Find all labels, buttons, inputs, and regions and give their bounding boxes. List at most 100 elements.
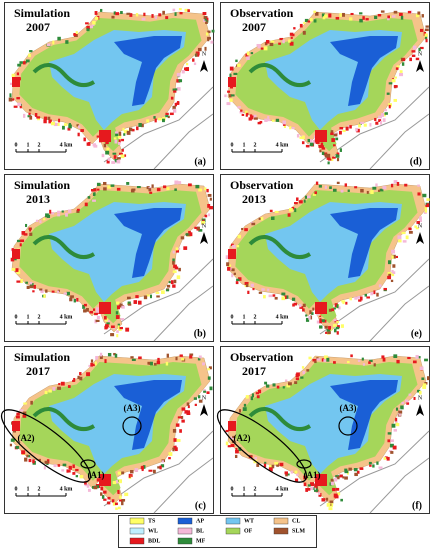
land-patch <box>57 36 61 41</box>
land-patch <box>141 123 144 128</box>
panel-year: 2017 <box>26 364 50 378</box>
land-patch <box>268 467 273 471</box>
land-patch <box>310 482 315 487</box>
land-patch <box>372 186 377 190</box>
land-patch <box>243 403 247 407</box>
land-patch <box>331 308 334 312</box>
land-patch <box>95 355 99 360</box>
land-patch <box>174 188 177 191</box>
land-patch <box>67 385 71 388</box>
legend-swatch <box>129 527 145 535</box>
land-patch <box>360 121 364 124</box>
land-patch <box>336 181 340 185</box>
land-patch <box>327 161 330 165</box>
land-patch <box>133 300 138 304</box>
north-label: N <box>202 223 207 229</box>
land-patch <box>103 181 107 185</box>
land-patch <box>209 386 213 391</box>
land-patch <box>284 295 287 300</box>
land-patch <box>127 296 131 300</box>
land-patch <box>321 147 326 150</box>
land-patch <box>238 409 242 413</box>
land-patch <box>87 488 91 492</box>
land-patch <box>256 395 260 399</box>
land-patch <box>179 354 183 357</box>
land-patch <box>391 79 396 83</box>
land-patch <box>235 447 238 452</box>
land-patch <box>263 295 266 299</box>
land-patch <box>123 133 126 136</box>
land-patch <box>64 123 68 127</box>
land-patch <box>350 12 354 16</box>
land-patch <box>165 112 169 115</box>
road <box>369 457 430 514</box>
land-patch <box>77 375 80 380</box>
land-patch <box>73 33 77 36</box>
land-patch <box>114 131 119 134</box>
land-patch <box>136 126 139 131</box>
land-patch <box>359 12 363 15</box>
road <box>153 285 214 342</box>
panel-title: Observation <box>230 350 294 364</box>
legend-label: MF <box>196 538 206 544</box>
legend-label: SLM <box>292 528 305 534</box>
land-patch <box>349 297 352 301</box>
land-patch <box>79 376 83 381</box>
land-patch <box>61 210 64 213</box>
land-patch <box>47 116 51 120</box>
legend-label: CL <box>292 518 300 524</box>
land-patch <box>23 233 28 236</box>
land-patch <box>369 464 372 467</box>
land-patch <box>330 130 334 134</box>
land-patch <box>374 117 377 122</box>
land-patch <box>315 487 318 491</box>
land-patch <box>141 465 144 470</box>
scale-label: 0 <box>15 486 18 492</box>
land-patch <box>390 443 394 448</box>
land-patch <box>44 390 48 395</box>
land-patch <box>362 16 365 20</box>
land-patch <box>336 476 340 480</box>
land-patch <box>233 72 238 76</box>
urban-patch <box>315 302 327 314</box>
land-patch <box>19 409 24 412</box>
land-patch <box>40 289 44 293</box>
land-patch <box>349 17 353 21</box>
land-patch <box>104 325 108 330</box>
scale-label: 2 <box>38 314 41 320</box>
land-patch <box>328 507 333 511</box>
land-patch <box>24 457 28 462</box>
land-patch <box>240 109 243 112</box>
land-patch <box>105 140 109 145</box>
land-patch <box>204 46 207 51</box>
area-annotation: (A3) <box>124 403 141 413</box>
land-patch <box>331 138 335 143</box>
land-patch <box>111 161 116 164</box>
land-patch <box>58 383 61 386</box>
land-patch <box>333 144 336 147</box>
land-patch <box>301 366 305 369</box>
land-patch <box>422 383 427 387</box>
land-patch <box>407 10 412 14</box>
land-patch <box>340 324 344 328</box>
land-patch <box>237 63 241 67</box>
land-patch <box>80 129 84 132</box>
land-patch <box>107 501 111 505</box>
land-patch <box>94 361 97 366</box>
land-patch <box>130 189 135 193</box>
land-patch <box>115 507 118 510</box>
land-patch <box>68 123 71 126</box>
land-patch <box>127 301 131 306</box>
land-patch <box>22 411 27 416</box>
land-patch <box>281 296 286 301</box>
area-annotation: (A1) <box>88 470 105 480</box>
land-patch <box>29 227 32 232</box>
land-patch <box>28 112 31 116</box>
land-patch <box>91 363 95 367</box>
land-patch <box>323 359 327 362</box>
land-patch <box>28 53 31 58</box>
land-patch <box>82 304 85 309</box>
land-patch <box>276 385 280 389</box>
land-patch <box>178 79 183 83</box>
area-annotation: (A3) <box>340 403 357 413</box>
